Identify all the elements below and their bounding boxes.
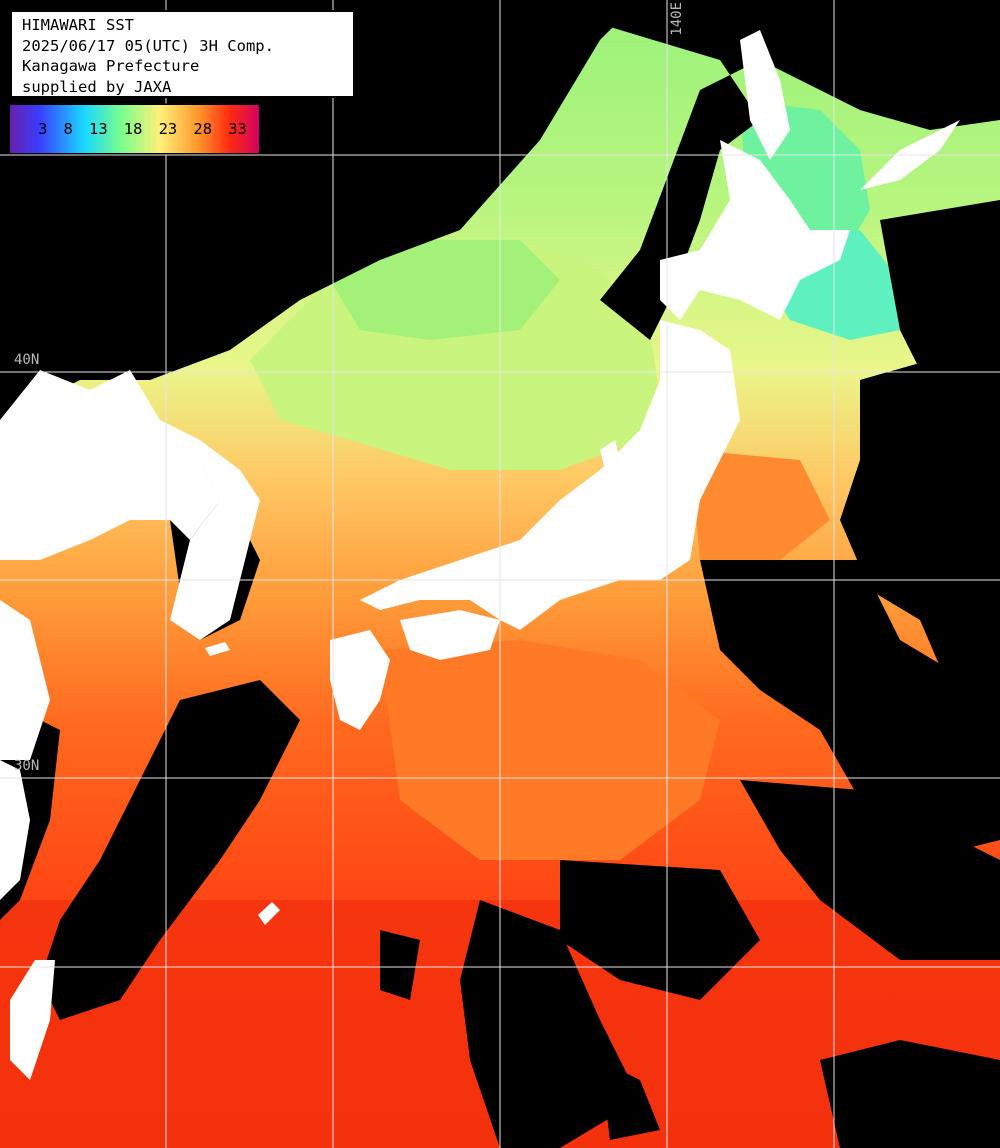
cloud-east-lower [740,780,1000,960]
info-box: HIMAWARI SST 2025/06/17 05(UTC) 3H Comp.… [10,10,355,98]
scale-tick: 18 [123,120,143,138]
scale-tick: 28 [193,120,213,138]
land-shikoku [400,610,500,660]
lat-label-40n: 40N [14,352,40,368]
land-asia-continent [0,370,220,560]
land-honshu [360,320,740,630]
scale-tick: 8 [63,120,73,138]
cloud-east-mid [700,560,1000,860]
cloud-north-center [520,0,1000,340]
land-sakhalin [740,30,790,160]
cloud-small-2 [600,1060,660,1140]
scale-tick: 3 [38,120,48,138]
scale-tick: 23 [158,120,178,138]
info-supplier: supplied by JAXA [22,77,172,96]
color-scale-labels: 3 8 13 18 23 28 33 [9,104,260,154]
land-taiwan [10,960,55,1080]
land-china-coast [0,760,30,900]
cloud-northeast [880,200,1000,370]
info-date: 2025/06/17 05(UTC) 3H Comp. [22,36,274,55]
land-korea [160,420,260,640]
land-kyushu [330,630,390,730]
cloud-southeast [560,860,760,1000]
cloud-east-band [840,340,1000,720]
color-scale-bar [8,103,261,155]
cloud-bottom-right [820,1040,1000,1148]
scale-tick: 13 [89,120,108,138]
japan-sea-north [330,240,560,340]
info-region: Kanagawa Prefecture [22,57,200,75]
land-west-coast [0,600,50,760]
land-jeju [205,642,230,656]
east-warm-patch [690,450,830,560]
land-hokkaido [660,140,850,320]
scale-tick: 33 [228,120,247,138]
land-island-ryukyu [258,902,280,925]
cloud-southwest [40,680,300,1020]
lat-label-30n: 30N [14,758,40,774]
warm-pacific-current [380,640,720,860]
info-title: HIMAWARI SST [22,16,134,34]
cloud-small-1 [380,930,420,1000]
lon-label-140e: 140E [669,2,685,36]
land-sado [600,440,620,470]
cloud-south-center [460,900,640,1148]
